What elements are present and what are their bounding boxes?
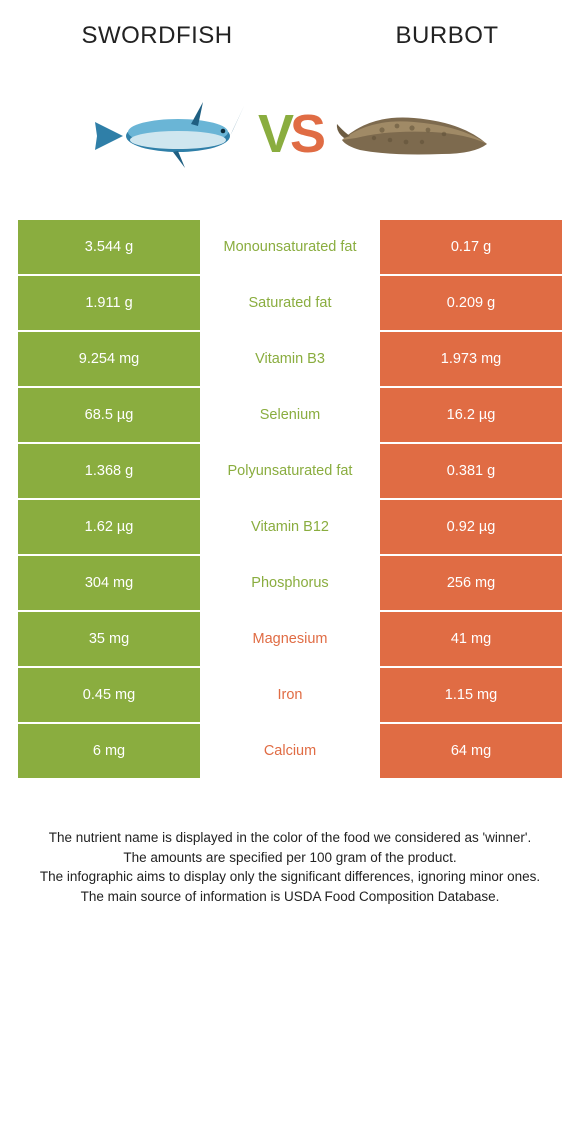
vs-v: V — [258, 103, 290, 165]
value-left: 68.5 µg — [18, 388, 200, 442]
value-right: 16.2 µg — [380, 388, 562, 442]
nutrient-label: Selenium — [200, 388, 380, 442]
footer-notes: The nutrient name is displayed in the co… — [0, 780, 580, 906]
footer-line: The infographic aims to display only the… — [36, 867, 544, 887]
value-right: 256 mg — [380, 556, 562, 610]
value-left: 3.544 g — [18, 220, 200, 274]
value-left: 6 mg — [18, 724, 200, 778]
value-right: 0.381 g — [380, 444, 562, 498]
nutrient-table: 3.544 gMonounsaturated fat0.17 g1.911 gS… — [18, 220, 562, 780]
footer-line: The main source of information is USDA F… — [36, 887, 544, 907]
value-left: 1.368 g — [18, 444, 200, 498]
value-left: 1.911 g — [18, 276, 200, 330]
table-row: 35 mgMagnesium41 mg — [18, 612, 562, 668]
table-row: 1.62 µgVitamin B120.92 µg — [18, 500, 562, 556]
value-left: 304 mg — [18, 556, 200, 610]
nutrient-label: Phosphorus — [200, 556, 380, 610]
value-right: 0.209 g — [380, 276, 562, 330]
footer-line: The nutrient name is displayed in the co… — [36, 828, 544, 848]
food-left-title: Swordfish — [81, 22, 232, 50]
value-right: 41 mg — [380, 612, 562, 666]
food-right-title: Burbot — [396, 22, 499, 50]
food-left-image — [83, 74, 248, 194]
table-row: 9.254 mgVitamin B31.973 mg — [18, 332, 562, 388]
table-row: 3.544 gMonounsaturated fat0.17 g — [18, 220, 562, 276]
nutrient-label: Vitamin B3 — [200, 332, 380, 386]
header: Swordfish Burbot — [0, 0, 580, 60]
nutrient-label: Polyunsaturated fat — [200, 444, 380, 498]
nutrient-label: Magnesium — [200, 612, 380, 666]
nutrient-label: Iron — [200, 668, 380, 722]
value-right: 1.973 mg — [380, 332, 562, 386]
table-row: 6 mgCalcium64 mg — [18, 724, 562, 780]
nutrient-label: Vitamin B12 — [200, 500, 380, 554]
table-row: 0.45 mgIron1.15 mg — [18, 668, 562, 724]
value-right: 0.17 g — [380, 220, 562, 274]
value-right: 1.15 mg — [380, 668, 562, 722]
table-row: 304 mgPhosphorus256 mg — [18, 556, 562, 612]
value-left: 0.45 mg — [18, 668, 200, 722]
vs-label: VS — [258, 103, 322, 165]
nutrient-label: Calcium — [200, 724, 380, 778]
table-row: 1.911 gSaturated fat0.209 g — [18, 276, 562, 332]
food-right-image — [332, 74, 497, 194]
table-row: 1.368 gPolyunsaturated fat0.381 g — [18, 444, 562, 500]
value-left: 1.62 µg — [18, 500, 200, 554]
value-right: 0.92 µg — [380, 500, 562, 554]
nutrient-label: Saturated fat — [200, 276, 380, 330]
value-right: 64 mg — [380, 724, 562, 778]
nutrient-label: Monounsaturated fat — [200, 220, 380, 274]
vs-row: VS — [0, 60, 580, 220]
table-row: 68.5 µgSelenium16.2 µg — [18, 388, 562, 444]
value-left: 35 mg — [18, 612, 200, 666]
footer-line: The amounts are specified per 100 gram o… — [36, 848, 544, 868]
vs-s: S — [290, 103, 322, 165]
value-left: 9.254 mg — [18, 332, 200, 386]
